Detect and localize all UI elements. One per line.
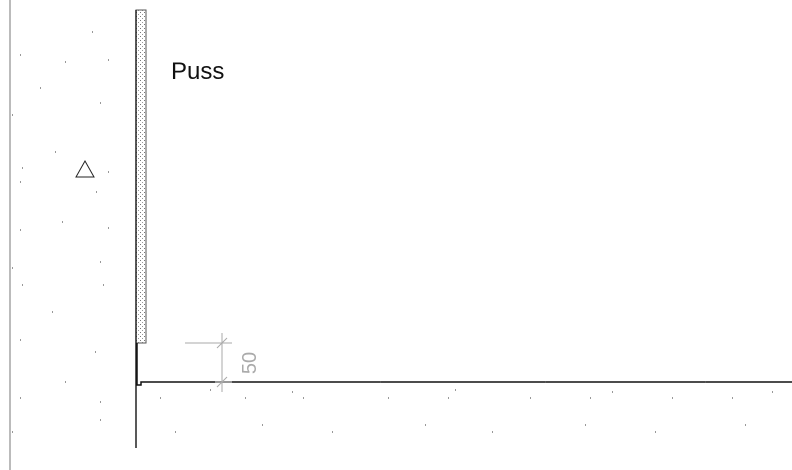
level-marker — [75, 159, 95, 178]
concrete-dots — [12, 31, 773, 433]
dimension — [185, 333, 232, 392]
dimension-label: 50 — [239, 352, 261, 374]
floor-line — [136, 343, 792, 386]
plaster-layer — [135, 9, 147, 344]
material-label: Puss — [171, 58, 224, 85]
